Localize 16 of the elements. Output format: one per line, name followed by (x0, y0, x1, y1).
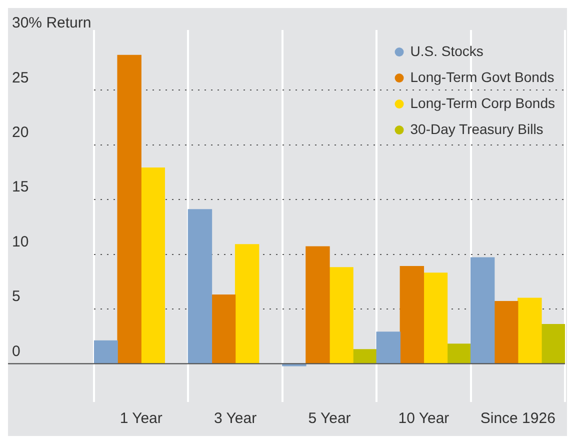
y-tick-label: 5 (12, 288, 20, 306)
x-tick-label: 1 Year (120, 410, 162, 428)
legend-label: Long-Term Govt Bonds (410, 68, 554, 85)
x-tick-label: 3 Year (214, 410, 257, 428)
y-tick-label: 15 (12, 178, 29, 196)
y-tick-label: 0 (12, 342, 20, 360)
legend-label: Long-Term Corp Bonds (410, 94, 556, 111)
y-tick-label: 30% Return (12, 14, 92, 32)
x-tick-label: 5 Year (308, 410, 351, 428)
x-tick-label: Since 1926 (480, 410, 556, 428)
legend-label: 30-Day Treasury Bills (410, 120, 544, 137)
x-tick-label: 10 Year (398, 410, 450, 428)
y-tick-label: 10 (12, 233, 29, 250)
y-tick-label: 25 (12, 69, 29, 86)
y-tick-label: 20 (12, 124, 29, 142)
legend-label: U.S. Stocks (410, 42, 484, 59)
